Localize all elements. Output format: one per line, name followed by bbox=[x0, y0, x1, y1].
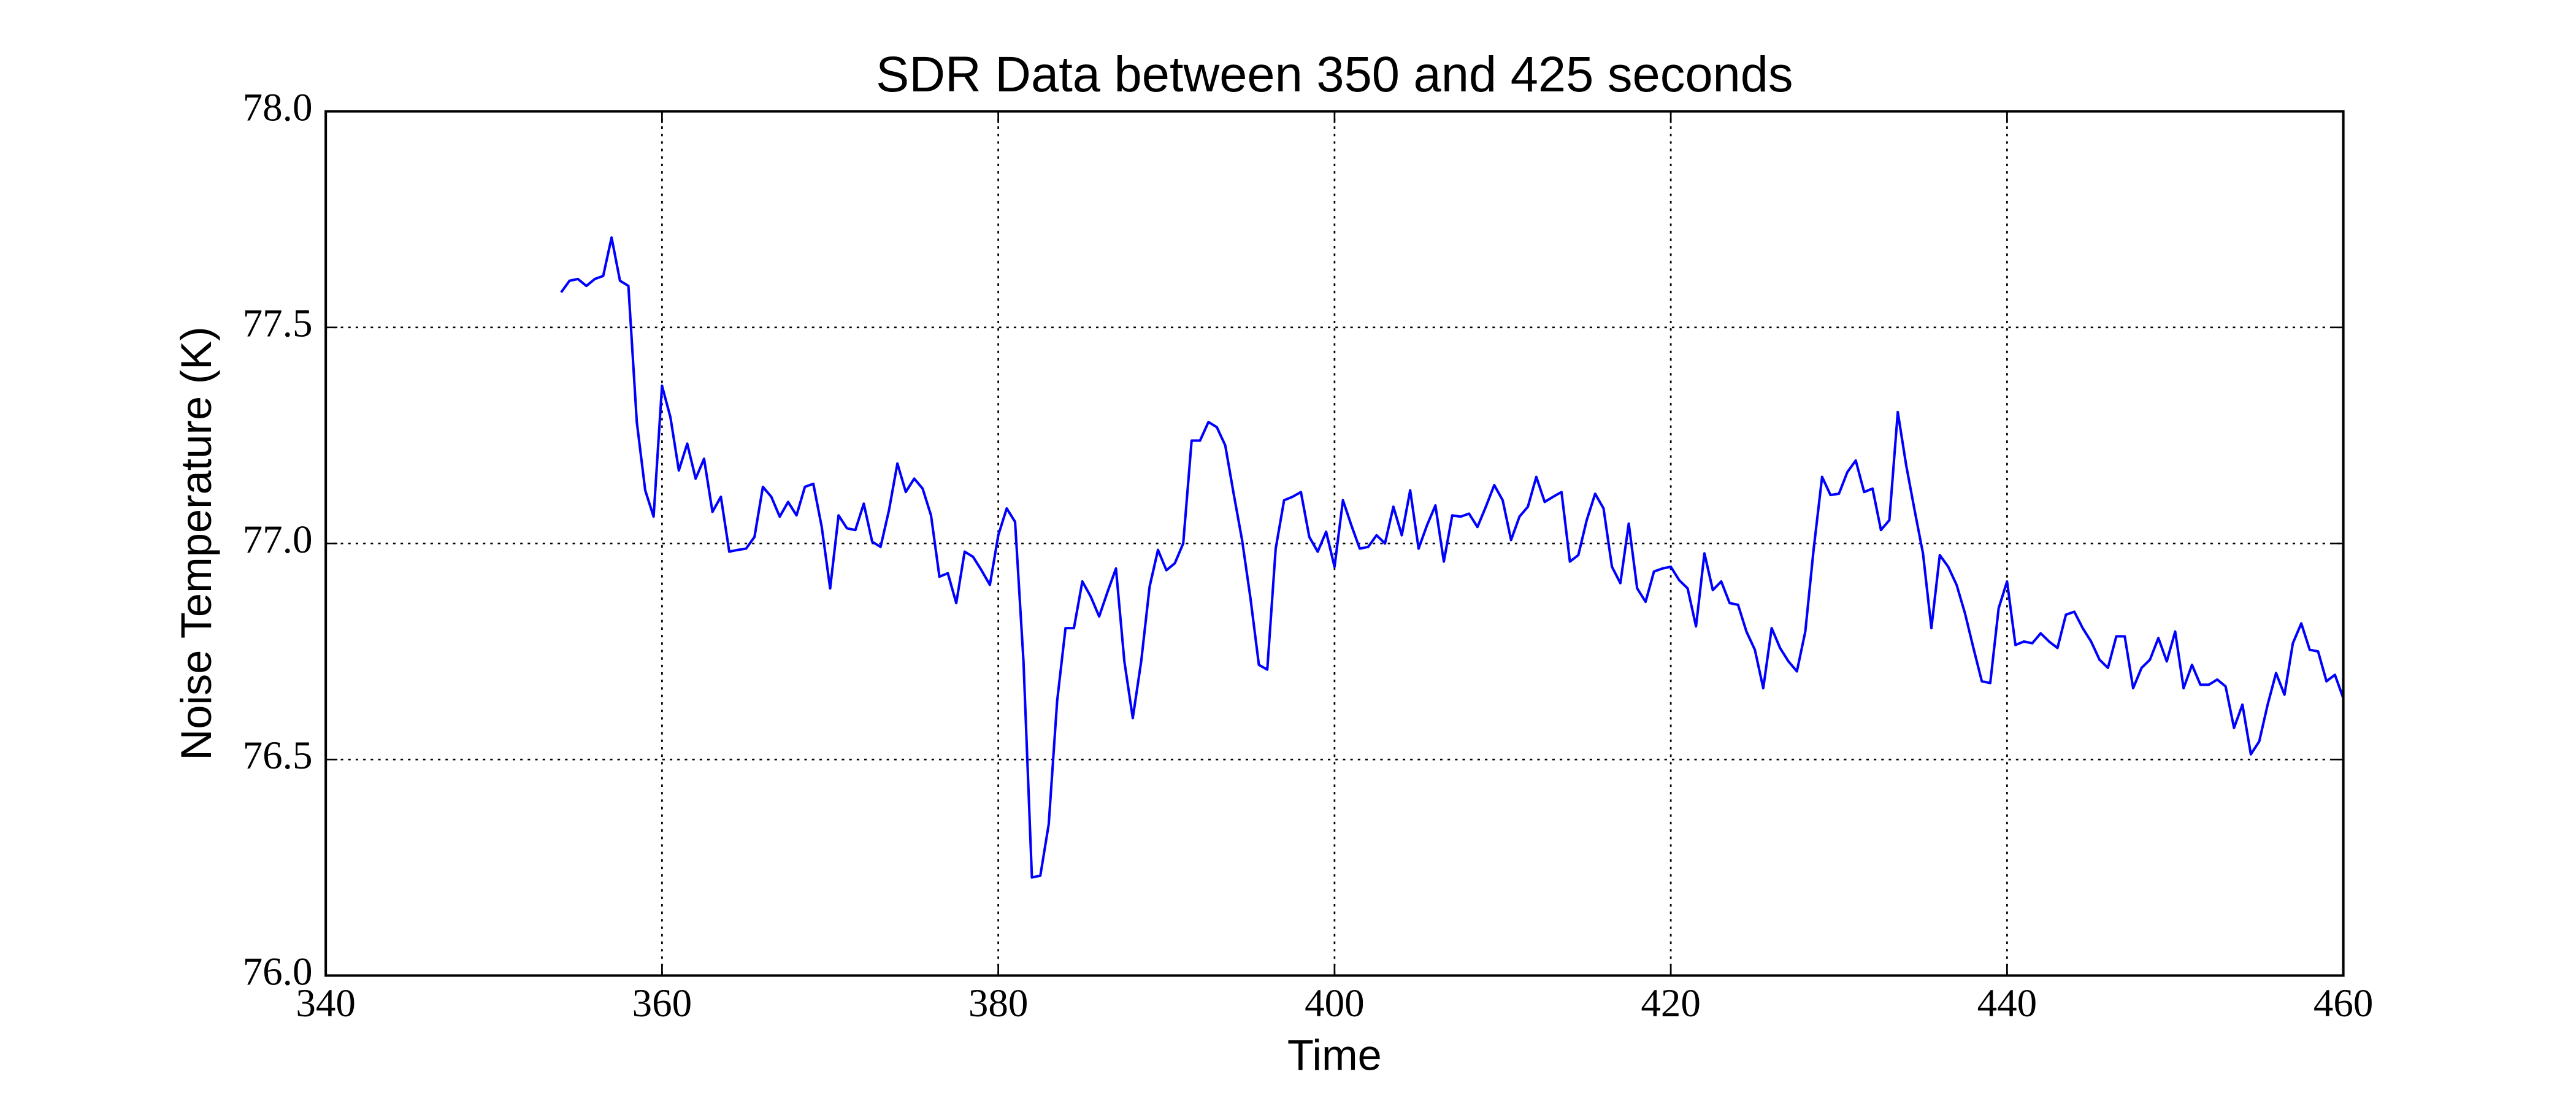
y-tick-label: 76.5 bbox=[243, 734, 313, 778]
data-line bbox=[560, 236, 2345, 879]
y-tick-label: 76.0 bbox=[243, 949, 313, 994]
x-tick-label: 420 bbox=[1641, 981, 1701, 1025]
x-tick-label: 380 bbox=[968, 981, 1029, 1025]
x-axis-label: Time bbox=[1287, 1031, 1382, 1079]
y-tick-label: 77.0 bbox=[243, 518, 313, 562]
x-tick-label: 400 bbox=[1305, 981, 1365, 1025]
chart-title: SDR Data between 350 and 425 seconds bbox=[876, 47, 1793, 102]
x-tick-label: 460 bbox=[2313, 981, 2374, 1025]
y-tick-label: 77.5 bbox=[243, 302, 313, 346]
y-axis-label: Noise Temperature (K) bbox=[172, 326, 220, 760]
y-tick-label: 78.0 bbox=[243, 85, 313, 129]
x-tick-label: 340 bbox=[296, 981, 356, 1025]
x-tick-label: 360 bbox=[632, 981, 692, 1025]
plot-frame bbox=[324, 110, 2345, 977]
x-tick-label: 440 bbox=[1977, 981, 2037, 1025]
